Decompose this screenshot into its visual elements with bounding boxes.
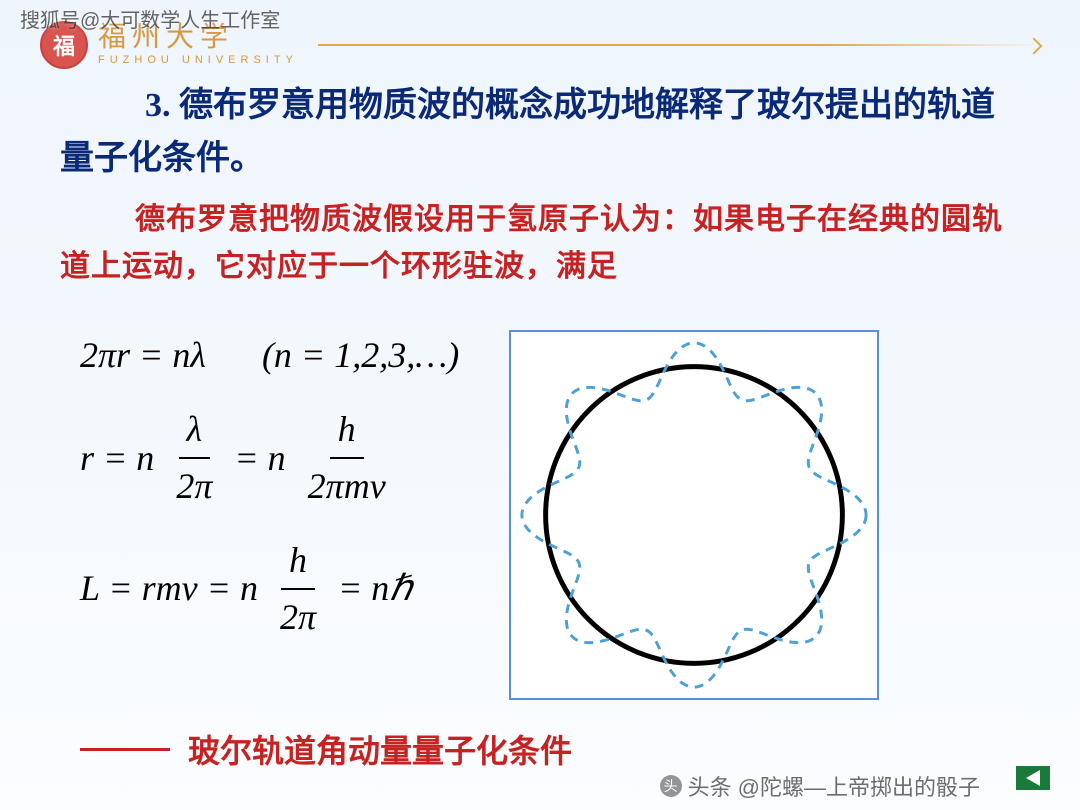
eq2-frac1-num: λ (179, 404, 211, 458)
equation-3: L = rmv = n h 2π = nℏ (80, 535, 459, 642)
eq2-mid: = n (234, 433, 285, 483)
slide-content: 3. 德布罗意用物质波的概念成功地解释了玻尔提出的轨道量子化条件。 德布罗意把物… (60, 80, 1020, 290)
header-divider (318, 44, 1040, 46)
eq2-frac1-den: 2π (168, 459, 220, 511)
eq3-lhs: L = rmv = n (80, 563, 258, 613)
equation-block: 2πr = nλ (n = 1,2,3,…) r = n λ 2π = n h … (80, 330, 459, 666)
caption-dash (80, 748, 170, 751)
watermark-bottom-prefix: 头条 (688, 770, 732, 802)
equation-1: 2πr = nλ (n = 1,2,3,…) (80, 330, 459, 380)
source-icon: 头 (660, 775, 682, 797)
wave-path (522, 343, 866, 687)
university-name-en: FUZHOU UNIVERSITY (98, 54, 298, 66)
standing-wave-diagram (509, 330, 879, 700)
eq3-frac-den: 2π (272, 590, 324, 642)
eq3-frac-num: h (281, 535, 315, 589)
eq1-left: 2πr = nλ (80, 330, 206, 380)
caption-text: 玻尔轨道角动量量子化条件 (188, 726, 572, 772)
eq2-lhs: r = n (80, 433, 154, 483)
equation-2: r = n λ 2π = n h 2πmv (80, 404, 459, 511)
watermark-bottom: 头 头条 @陀螺—上帝掷出的骰子 (660, 770, 980, 802)
equations-and-diagram: 2πr = nλ (n = 1,2,3,…) r = n λ 2π = n h … (80, 330, 1040, 700)
section-subtext: 德布罗意把物质波假设用于氢原子认为：如果电子在经典的圆轨道上运动，它对应于一个环… (60, 197, 1020, 290)
prev-slide-button[interactable] (1016, 766, 1050, 790)
eq2-frac2-num: h (330, 404, 364, 458)
section-heading: 3. 德布罗意用物质波的概念成功地解释了玻尔提出的轨道量子化条件。 (60, 80, 1020, 185)
caption-row: 玻尔轨道角动量量子化条件 (80, 726, 572, 772)
watermark-top: 搜狐号@大可数学人生工作室 (20, 4, 280, 33)
eq2-frac2-den: 2πmv (300, 459, 394, 511)
orbit-circle (546, 367, 843, 664)
watermark-bottom-handle: @陀螺—上帝掷出的骰子 (738, 770, 980, 802)
eq3-rhs: = nℏ (338, 563, 412, 613)
eq1-right: (n = 1,2,3,…) (262, 330, 459, 380)
